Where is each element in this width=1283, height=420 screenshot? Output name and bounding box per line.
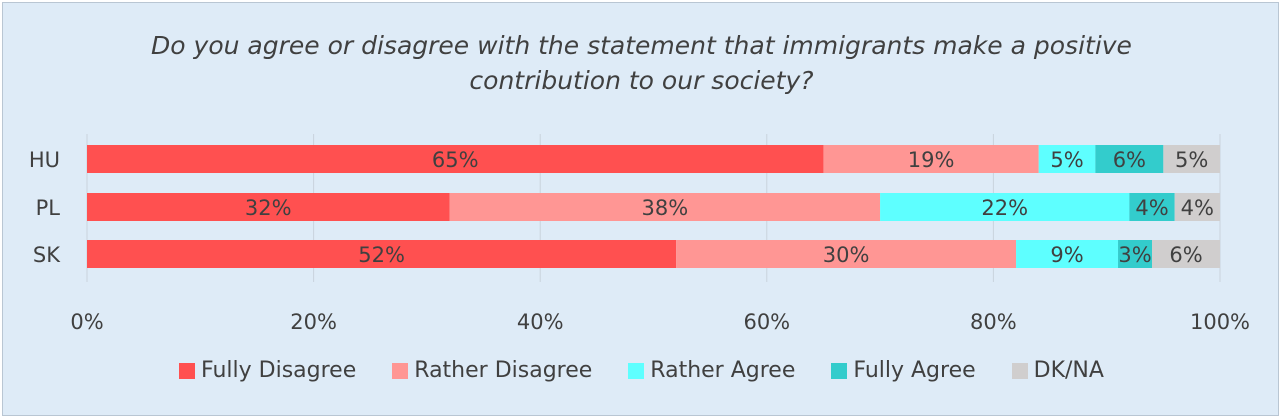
- bar-segment: [1016, 240, 1119, 268]
- data-label: 6%: [1169, 243, 1202, 267]
- data-label: 6%: [1113, 148, 1146, 172]
- bar-segment: [87, 240, 677, 268]
- legend-item: Rather Disagree: [392, 358, 592, 383]
- data-label: 5%: [1175, 148, 1208, 172]
- data-label: 4%: [1181, 196, 1214, 220]
- data-label: 4%: [1135, 196, 1168, 220]
- data-label: 19%: [908, 148, 955, 172]
- legend-label: Rather Agree: [650, 358, 796, 383]
- chart-title: Do you agree or disagree with the statem…: [0, 28, 1283, 98]
- x-tick-label: 100%: [1190, 310, 1250, 334]
- bar-segment: [1174, 193, 1220, 221]
- legend-swatch: [179, 362, 196, 379]
- legend-swatch: [392, 362, 409, 379]
- x-tick-label: 80%: [970, 310, 1017, 334]
- bar-segment: [823, 145, 1039, 173]
- x-tick-label: 40%: [517, 310, 564, 334]
- data-label: 30%: [823, 243, 870, 267]
- legend-swatch: [628, 362, 645, 379]
- chart-title-line-2: contribution to our society?: [469, 66, 814, 95]
- legend-label: Rather Disagree: [414, 358, 593, 383]
- data-label: 5%: [1050, 148, 1083, 172]
- chart-title-line-1: Do you agree or disagree with the statem…: [151, 31, 1132, 60]
- legend-label: Fully Disagree: [201, 358, 357, 383]
- data-label: 9%: [1050, 243, 1083, 267]
- legend-swatch: [831, 362, 848, 379]
- y-category-label: SK: [33, 243, 61, 267]
- bar-segment: [1163, 145, 1220, 173]
- bar-segment: [1095, 145, 1164, 173]
- bar-segment: [449, 193, 881, 221]
- data-label: 52%: [358, 243, 405, 267]
- x-tick-label: 0%: [70, 310, 103, 334]
- data-label: 65%: [432, 148, 479, 172]
- legend-item: Fully Disagree: [179, 358, 356, 383]
- legend: Fully Disagree Rather Disagree Rather Agre…: [0, 358, 1283, 383]
- legend-item: Fully Agree: [831, 358, 976, 383]
- legend-swatch: [1011, 362, 1028, 379]
- x-tick-label: 60%: [743, 310, 790, 334]
- data-label: 22%: [981, 196, 1028, 220]
- legend-item: DK/NA: [1011, 358, 1104, 383]
- y-category-label: HU: [29, 148, 60, 172]
- bar-segment: [676, 240, 1017, 268]
- data-label: 32%: [245, 196, 292, 220]
- bar-segment: [87, 193, 450, 221]
- data-label: 3%: [1118, 243, 1151, 267]
- bar-segment: [87, 145, 824, 173]
- bar-segment: [1129, 193, 1175, 221]
- bar-segment: [1118, 240, 1153, 268]
- legend-label: Fully Agree: [853, 358, 976, 383]
- y-category-label: PL: [36, 196, 61, 220]
- legend-item: Rather Agree: [628, 358, 795, 383]
- data-label: 38%: [641, 196, 688, 220]
- bar-segment: [880, 193, 1130, 221]
- bar-segment: [1152, 240, 1220, 268]
- bar-segment: [1038, 145, 1096, 173]
- legend-label: DK/NA: [1033, 358, 1104, 383]
- x-tick-label: 20%: [290, 310, 337, 334]
